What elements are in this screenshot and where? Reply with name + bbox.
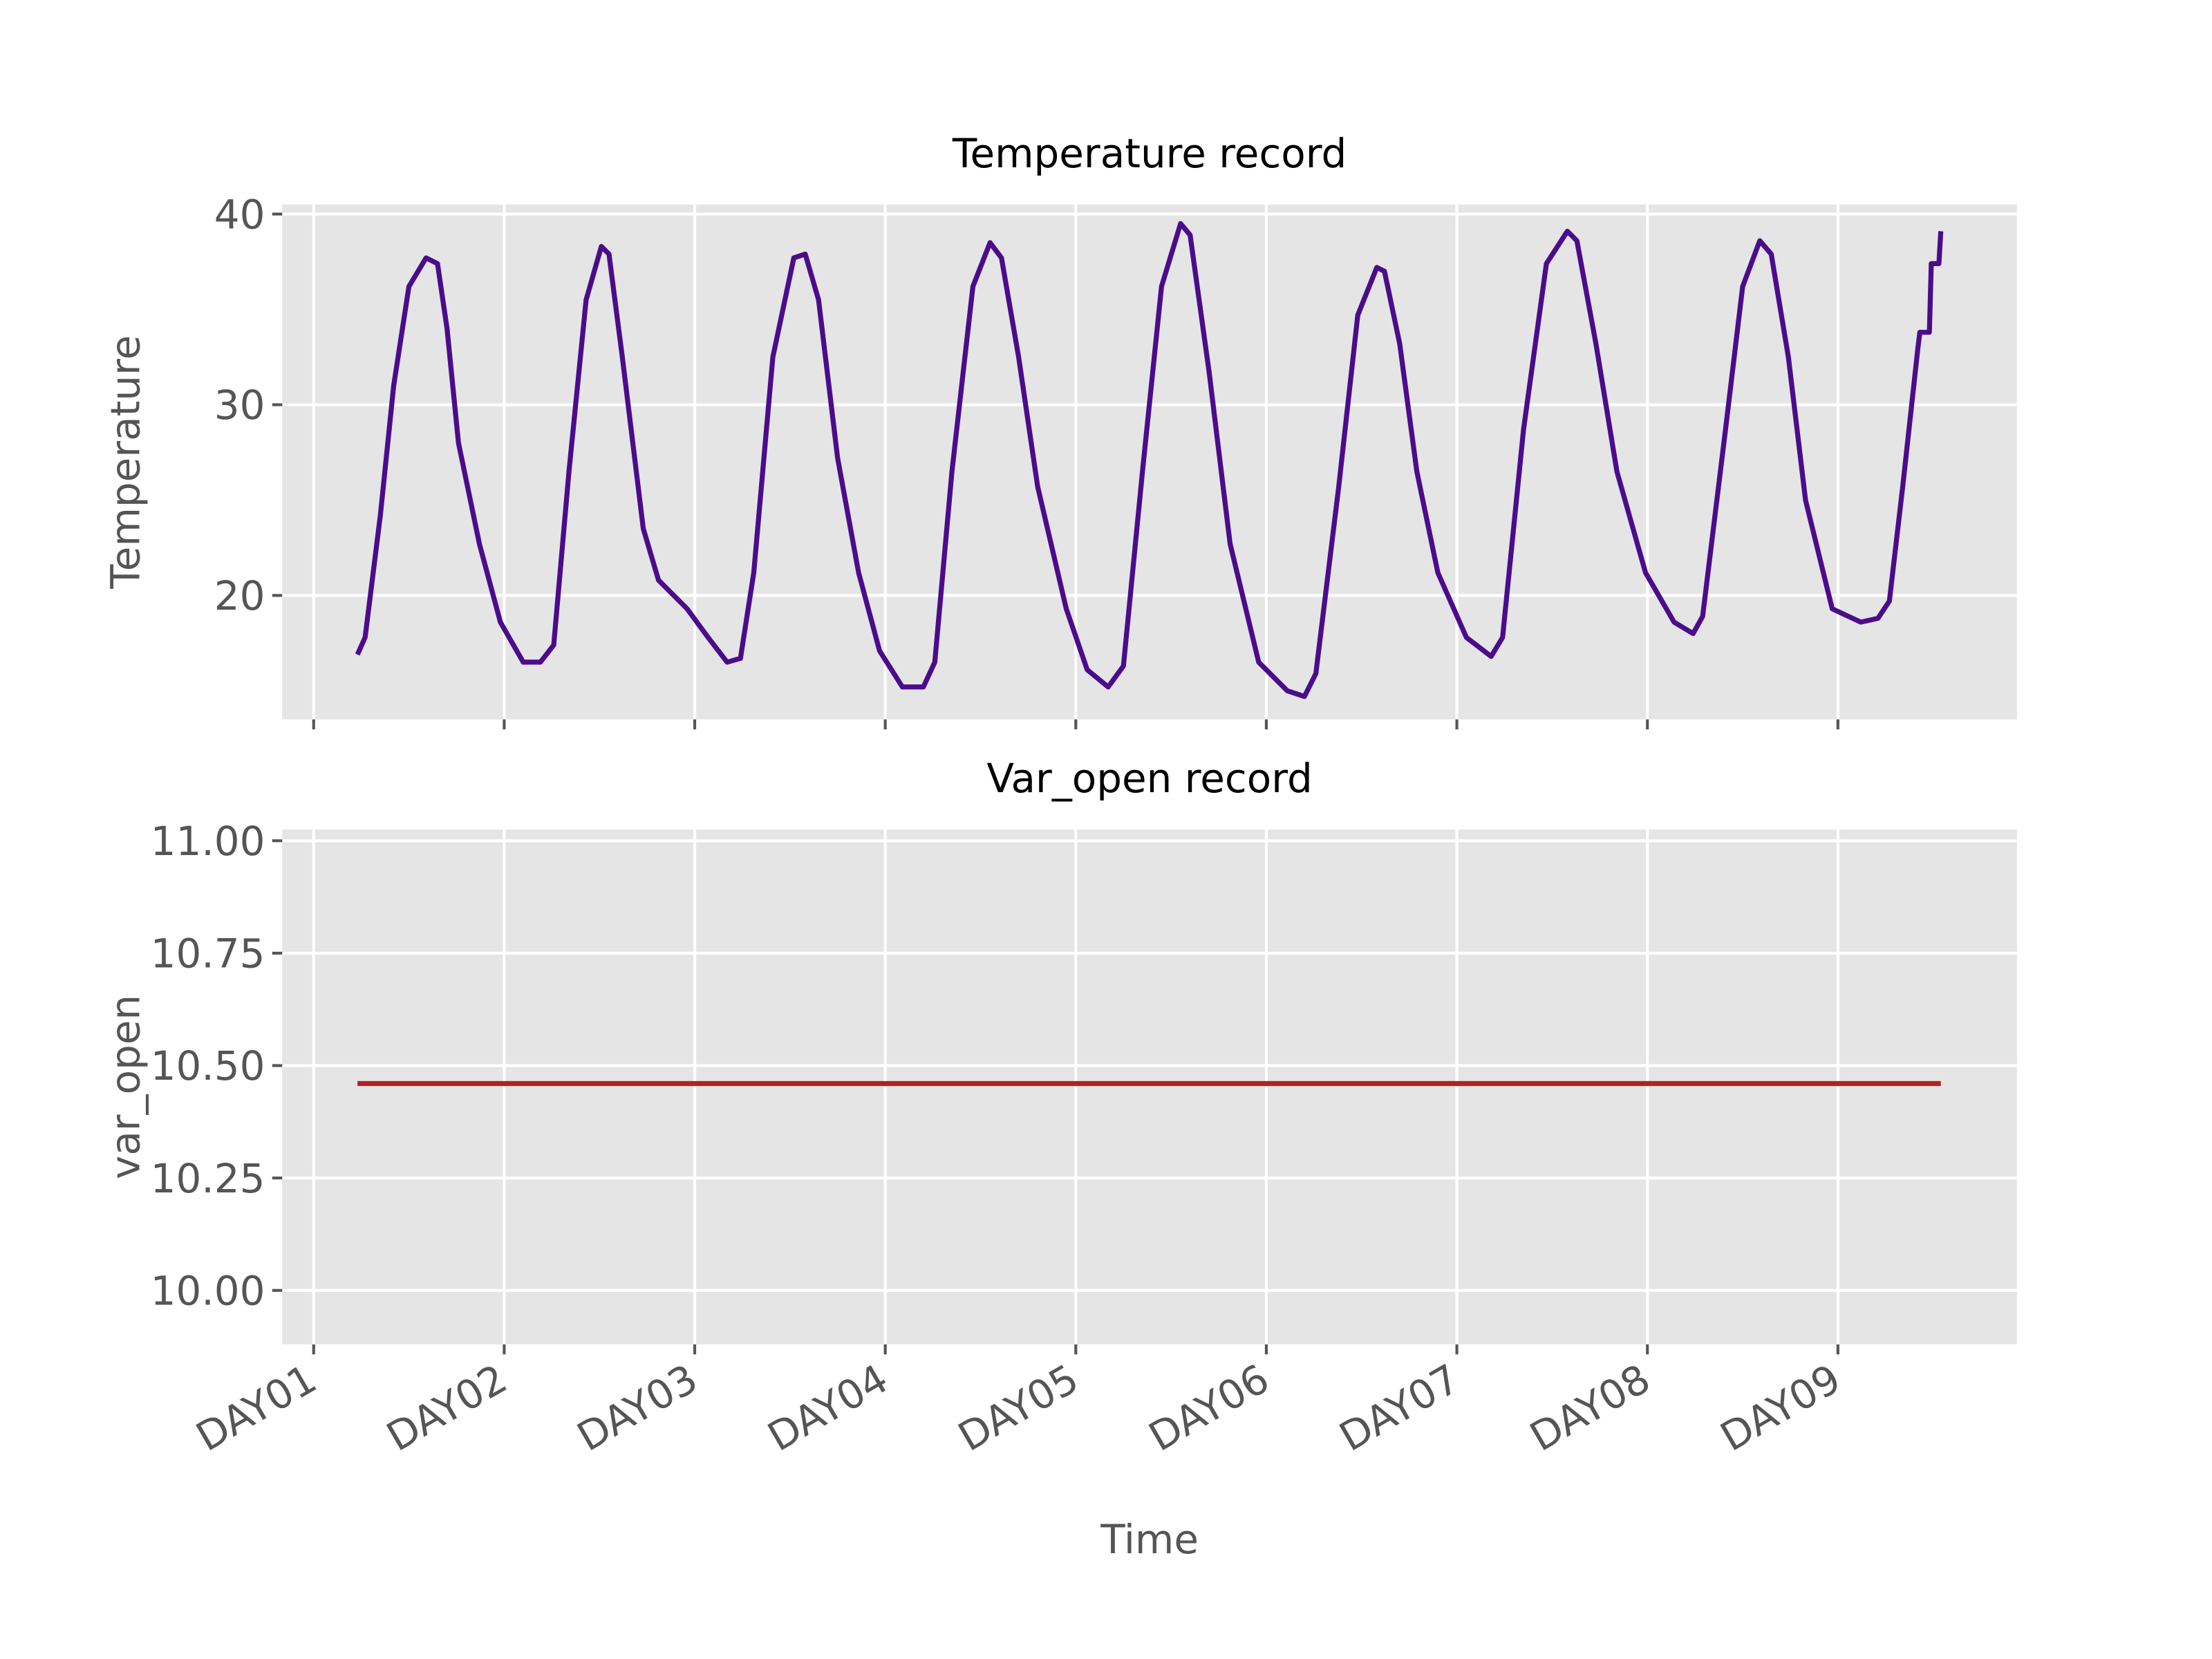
y-tick-label: 30 [214,382,265,429]
x-tick-label: DAY04 [760,1355,896,1461]
x-tick-label: DAY08 [1522,1355,1658,1461]
x-tick-label: DAY01 [188,1355,324,1461]
plot-area [282,830,2017,1344]
x-tick-label: DAY09 [1712,1355,1848,1461]
y-tick-label: 20 [214,572,265,619]
y-tick-label: 11.00 [151,818,265,865]
chart-title: Temperature record [952,130,1347,177]
chart-title: Var_open record [986,755,1312,802]
x-tick-label: DAY03 [570,1355,706,1461]
y-tick-label: 10.75 [151,930,265,977]
x-tick-label: DAY02 [379,1355,515,1461]
line [355,221,1944,700]
y-axis-label: Temperature [102,335,149,590]
y-tick-label: 10.50 [151,1042,265,1089]
y-tick-label: 40 [214,191,265,238]
x-tick-label: DAY06 [1141,1355,1277,1461]
plot-area [282,204,2017,720]
y-tick-label: 10.25 [151,1155,265,1202]
x-axis-label: Time [1100,1516,1199,1563]
y-axis-label: var_open [102,995,149,1179]
x-tick-label: DAY07 [1331,1355,1468,1461]
y-tick-label: 10.00 [151,1267,265,1314]
x-tick-label: DAY05 [950,1355,1087,1461]
